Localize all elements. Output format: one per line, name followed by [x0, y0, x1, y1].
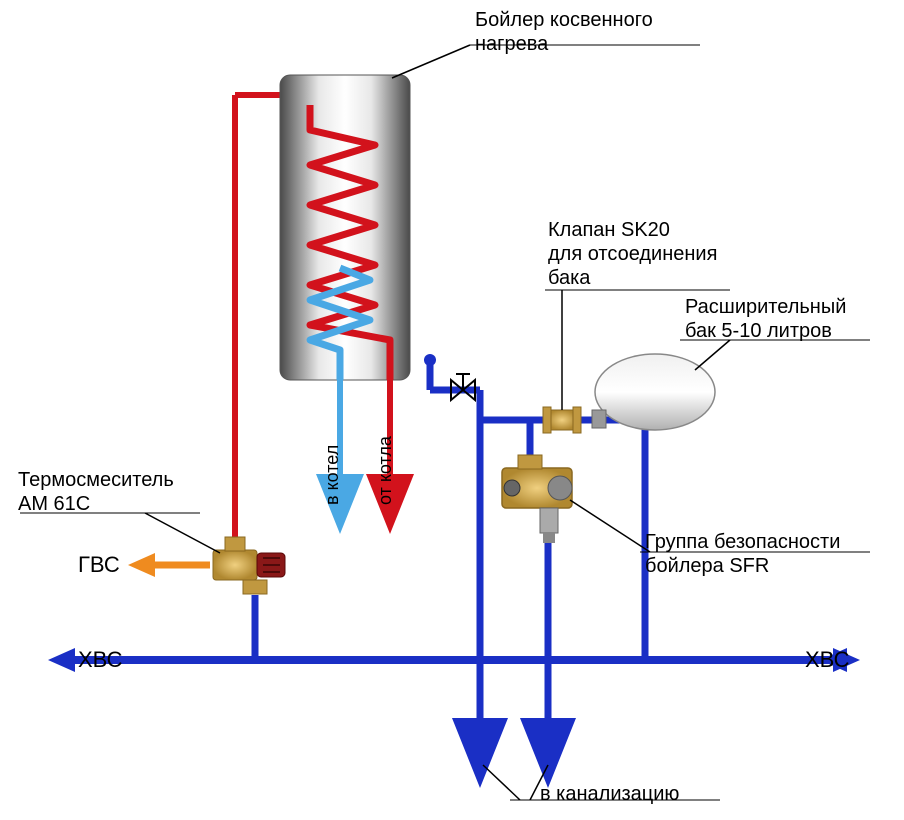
cold-inlet-dot — [424, 354, 436, 366]
label-sk20: Клапан SK20 для отсоединения бака — [548, 218, 717, 290]
tank-neck — [592, 410, 606, 428]
gvs-arrow — [128, 553, 155, 577]
label-boiler: Бойлер косвенного нагрева — [475, 8, 653, 56]
leader-safety — [570, 500, 650, 552]
sk20-nut1 — [543, 407, 551, 433]
safety-group-sfr — [502, 455, 572, 543]
thermo-mixer — [213, 537, 285, 594]
label-tank: Расширительный бак 5-10 литров — [685, 295, 846, 343]
leader-mixer — [145, 513, 220, 553]
label-to-boiler: в котел — [322, 445, 344, 505]
label-from-boiler: от котла — [375, 436, 397, 505]
sk20-nut2 — [573, 407, 581, 433]
label-safety: Группа безопасности бойлера SFR — [645, 530, 840, 578]
label-mixer: Термосмеситель AM 61C — [18, 468, 174, 516]
hvs-left-arrow — [48, 648, 75, 672]
leader-tank — [695, 340, 730, 370]
label-gvs: ГВС — [78, 552, 120, 578]
label-hvs-left: ХВС — [78, 647, 123, 673]
label-hvs-right: ХВС — [805, 647, 850, 673]
leader-boiler — [392, 45, 470, 78]
leader-sewer — [483, 765, 520, 800]
label-sewer: в канализацию — [540, 782, 679, 806]
expansion-tank — [595, 354, 715, 430]
